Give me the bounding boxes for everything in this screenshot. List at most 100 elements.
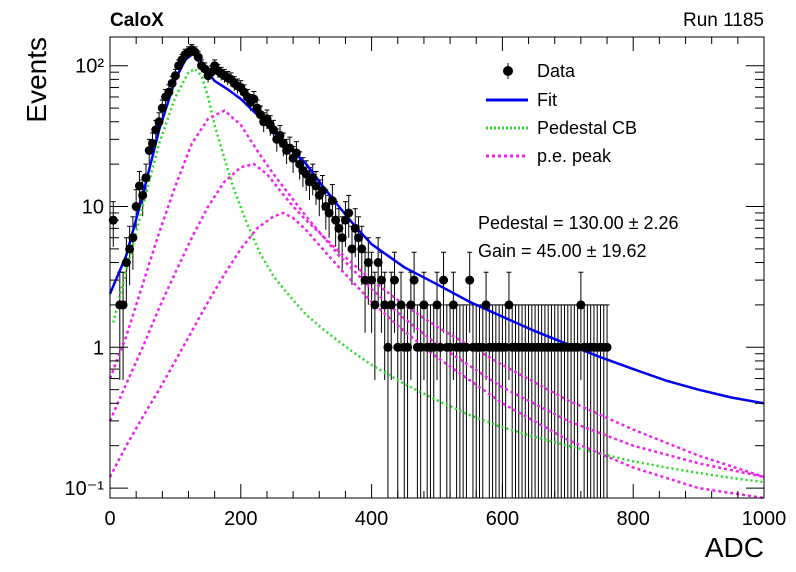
plot-frame xyxy=(109,36,765,499)
legend-item-data: Data xyxy=(503,61,576,81)
y-axis-label: Events xyxy=(21,37,52,123)
data-point xyxy=(432,300,442,310)
x-tick-label: 1000 xyxy=(742,508,787,530)
data-point xyxy=(308,173,318,183)
data-point xyxy=(148,139,158,149)
data-point xyxy=(389,275,399,285)
data-point xyxy=(340,215,350,225)
data-point xyxy=(193,52,203,62)
data-point xyxy=(406,300,416,310)
data-point xyxy=(327,196,337,206)
data-point xyxy=(347,244,357,254)
data-point xyxy=(439,275,449,285)
data-point xyxy=(121,258,131,268)
data-point xyxy=(576,300,586,310)
data-point xyxy=(144,145,154,155)
data-point xyxy=(435,342,445,352)
data-point xyxy=(324,208,334,218)
data-point xyxy=(337,233,347,243)
legend-item-pedestal: Pedestal CB xyxy=(486,118,637,138)
data-point xyxy=(445,342,455,352)
curve-pe-peak-2 xyxy=(108,109,765,479)
data-point xyxy=(461,342,471,352)
legend-item-fit: Fit xyxy=(486,90,557,110)
data-point xyxy=(504,300,514,310)
curve-pe-peak-4 xyxy=(108,211,765,500)
y-tick-label: 10² xyxy=(75,56,104,78)
data-point xyxy=(602,342,612,352)
data-point xyxy=(138,190,148,200)
data-point xyxy=(167,78,177,88)
data-point xyxy=(141,173,151,183)
data-point xyxy=(331,215,341,225)
curve-pedestal-cb xyxy=(112,67,765,484)
data-point xyxy=(429,342,439,352)
data-point xyxy=(344,208,354,218)
data-point xyxy=(409,275,419,285)
y-tick-label: 10 xyxy=(82,197,104,219)
data-point xyxy=(125,244,135,254)
legend-label-pe-peak: p.e. peak xyxy=(537,146,612,166)
data-point xyxy=(118,300,128,310)
data-point xyxy=(376,275,386,285)
data-point xyxy=(465,275,475,285)
data-point xyxy=(157,103,167,113)
data-point xyxy=(301,169,311,179)
data-point xyxy=(357,244,367,254)
data-point xyxy=(360,275,370,285)
data-point xyxy=(448,300,458,310)
x-tick-label: 200 xyxy=(224,508,257,530)
data-point xyxy=(383,342,393,352)
data-point xyxy=(154,117,164,127)
x-tick-label: 600 xyxy=(486,508,519,530)
legend: Data Fit Pedestal CB p.e. peak xyxy=(486,61,637,166)
data-point xyxy=(249,94,259,104)
data-point xyxy=(151,125,161,135)
data-point xyxy=(291,148,301,158)
data-point xyxy=(367,275,377,285)
x-tick-label: 0 xyxy=(104,508,115,530)
data-point xyxy=(275,130,285,140)
data-point xyxy=(318,185,328,195)
data-point xyxy=(131,202,141,212)
data-point xyxy=(350,223,360,233)
y-tick-label: 1 xyxy=(93,337,104,359)
data-point xyxy=(481,300,491,310)
data-point xyxy=(278,139,288,149)
data-point xyxy=(354,233,364,243)
data-point xyxy=(396,300,406,310)
data-point xyxy=(380,300,390,310)
data-point xyxy=(334,223,344,233)
data-point xyxy=(164,87,174,97)
data-point xyxy=(170,71,180,81)
data-point xyxy=(373,258,383,268)
gain-annotation: Gain = 45.00 ± 19.62 xyxy=(478,241,647,261)
data-point xyxy=(419,300,429,310)
run-label: Run 1185 xyxy=(683,10,764,31)
pedestal-annotation: Pedestal = 130.00 ± 2.26 xyxy=(478,213,679,233)
legend-marker-data xyxy=(503,66,513,76)
data-point xyxy=(128,233,138,243)
legend-label-fit: Fit xyxy=(537,90,557,110)
data-point xyxy=(370,300,380,310)
data-point xyxy=(501,342,511,352)
data-point xyxy=(285,143,295,153)
legend-label-pedestal: Pedestal CB xyxy=(537,118,637,138)
data-point xyxy=(573,342,583,352)
curve-pe-peak-3 xyxy=(108,162,765,479)
data-point xyxy=(478,342,488,352)
x-axis-label: ADC xyxy=(705,532,764,563)
data-point xyxy=(311,181,321,191)
x-tick-label: 800 xyxy=(617,508,650,530)
legend-item-pe-peak: p.e. peak xyxy=(486,146,612,166)
y-tick-label: 10⁻¹ xyxy=(65,478,105,500)
data-point xyxy=(403,342,413,352)
data-points-layer xyxy=(108,45,612,352)
legend-label-data: Data xyxy=(537,61,576,81)
data-point xyxy=(363,258,373,268)
axes-layer: 0 200 400 600 800 1000 10⁻¹ 1 10 10² xyxy=(65,37,787,530)
x-tick-label: 400 xyxy=(355,508,388,530)
data-point xyxy=(393,342,403,352)
data-point xyxy=(386,300,396,310)
